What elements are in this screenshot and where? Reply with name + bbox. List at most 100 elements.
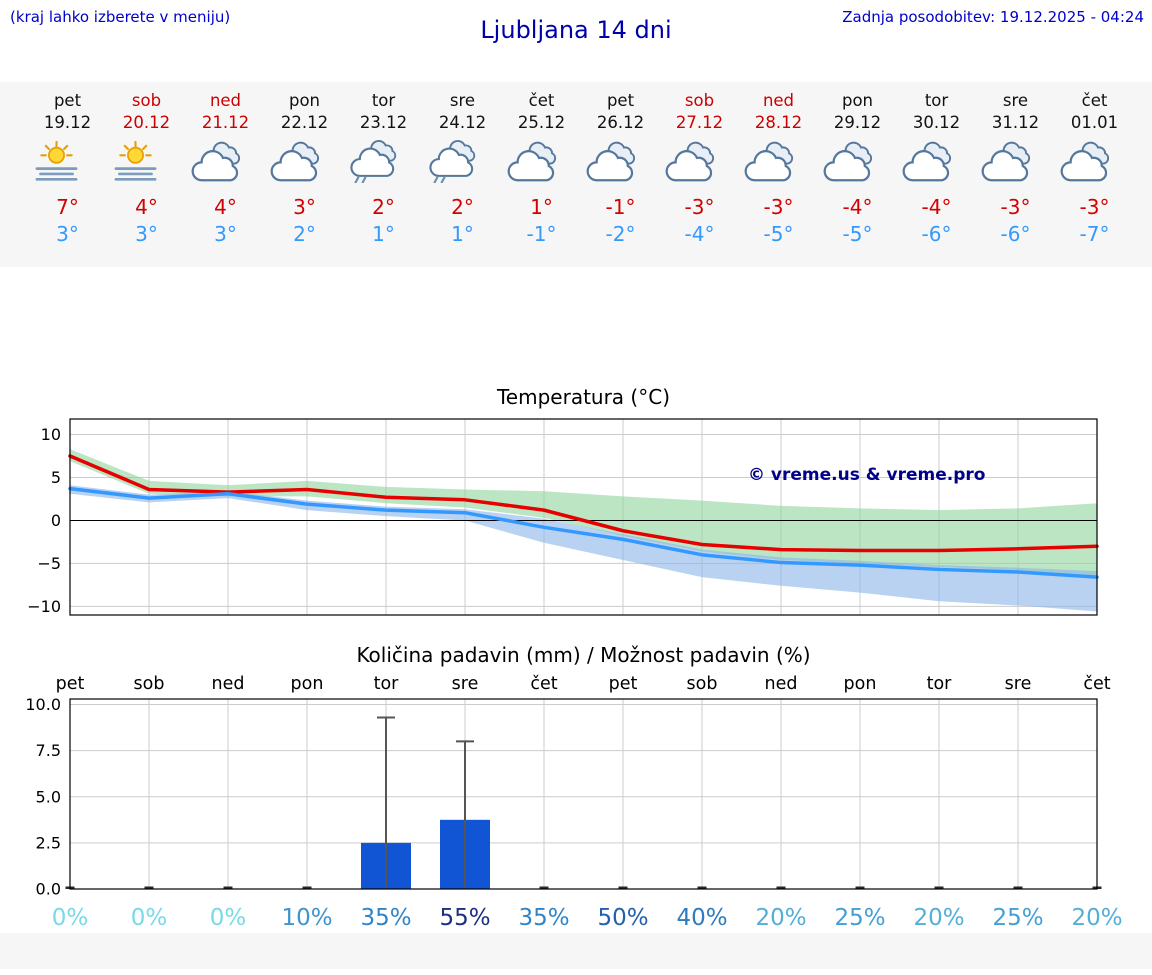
temp-low: -5° — [763, 222, 794, 246]
temp-high: 3° — [293, 195, 316, 219]
svg-text:10.0: 10.0 — [25, 695, 61, 714]
precipitation-chart-block: Količina padavin (mm) / Možnost padavin … — [0, 643, 1152, 933]
temperature-chart-block: Temperatura (°C) −10 −5 0 5 10 © vreme.us & … — [0, 385, 1152, 621]
forecast-day: pon 22.12 3° 2° — [265, 90, 344, 267]
svg-text:10%: 10% — [281, 905, 332, 931]
day-name: tor — [371, 91, 396, 110]
svg-text:0%: 0% — [210, 905, 247, 931]
forecast-day: pet 26.12 -1° -2° — [581, 90, 660, 267]
day-name: sob — [131, 91, 162, 110]
svg-text:ned: ned — [765, 674, 798, 694]
forecast-day: sob 20.12 4° 3° — [107, 90, 186, 267]
day-date: 20.12 — [122, 113, 171, 132]
temp-high: 7° — [56, 195, 79, 219]
svg-text:pon: pon — [844, 674, 877, 694]
day-name: sre — [449, 91, 476, 110]
cloudy-icon — [739, 134, 818, 184]
temp-low: 3° — [214, 222, 237, 246]
cloudy-icon — [1055, 134, 1134, 184]
sun-fog-icon — [107, 134, 186, 184]
svg-text:55%: 55% — [439, 905, 490, 931]
svg-text:tor: tor — [927, 674, 953, 694]
menu-hint: (kraj lahko izberete v meniju) — [10, 8, 231, 26]
day-date: 19.12 — [43, 113, 92, 132]
forecast-day: sre 31.12 -3° -6° — [976, 90, 1055, 267]
temp-low: 1° — [451, 222, 474, 246]
precipitation-chart: pet sob ned pon tor sre čet pet sob ned pon tor sre č… — [25, 674, 1122, 931]
temp-low: -6° — [921, 222, 952, 246]
cloudy-icon — [818, 134, 897, 184]
watermark-link[interactable]: © vreme.us & vreme.pro — [748, 465, 986, 485]
cloudy-icon — [502, 134, 581, 184]
sun-fog-icon — [28, 134, 107, 184]
day-name: ned — [762, 91, 795, 110]
page-title: Ljubljana 14 dni — [480, 16, 672, 44]
temp-high: 4° — [135, 195, 158, 219]
temp-high: -3° — [763, 195, 794, 219]
forecast-day: pet 19.12 7° 3° — [28, 90, 107, 267]
day-name: pet — [53, 91, 82, 110]
day-date: 24.12 — [438, 113, 487, 132]
svg-text:pon: pon — [291, 674, 324, 694]
day-date: 27.12 — [675, 113, 724, 132]
charts-section: Temperatura (°C) −10 −5 0 5 10 © vreme.us & … — [0, 385, 1152, 933]
forecast-day: tor 30.12 -4° -6° — [897, 90, 976, 267]
svg-text:5: 5 — [51, 468, 61, 487]
temp-high: -3° — [1079, 195, 1110, 219]
svg-text:pet: pet — [609, 674, 638, 694]
footer-strip — [0, 933, 1152, 969]
temp-high: -4° — [921, 195, 952, 219]
svg-text:pet: pet — [56, 674, 85, 694]
svg-text:−5: −5 — [37, 554, 61, 573]
svg-text:sre: sre — [452, 674, 479, 694]
day-date: 25.12 — [517, 113, 566, 132]
forecast-day: ned 28.12 -3° -5° — [739, 90, 818, 267]
forecast-day: čet 25.12 1° -1° — [502, 90, 581, 267]
temp-high: 2° — [451, 195, 474, 219]
svg-text:20%: 20% — [1071, 905, 1122, 931]
day-name: sre — [1002, 91, 1029, 110]
precipitation-chart-title: Količina padavin (mm) / Možnost padavin … — [356, 643, 811, 667]
svg-text:−10: −10 — [27, 597, 61, 616]
svg-text:0: 0 — [51, 511, 61, 530]
last-update: Zadnja posodobitev: 19.12.2025 - 04:24 — [842, 8, 1144, 26]
cloudy-icon — [976, 134, 1055, 184]
temp-low: -6° — [1000, 222, 1031, 246]
temperature-chart: −10 −5 0 5 10 — [27, 418, 1099, 616]
day-date: 30.12 — [912, 113, 961, 132]
temp-low: -4° — [684, 222, 715, 246]
forecast-day: ned 21.12 4° 3° — [186, 90, 265, 267]
forecast-day: tor 23.12 2° 1° — [344, 90, 423, 267]
day-name: pon — [841, 91, 874, 110]
svg-text:0%: 0% — [131, 905, 168, 931]
forecast-day: pon 29.12 -4° -5° — [818, 90, 897, 267]
svg-text:sob: sob — [687, 674, 718, 694]
svg-text:tor: tor — [374, 674, 400, 694]
temp-low: -7° — [1079, 222, 1110, 246]
svg-text:25%: 25% — [992, 905, 1043, 931]
svg-text:5.0: 5.0 — [36, 787, 61, 806]
svg-text:čet: čet — [530, 674, 557, 694]
cloudy-icon — [897, 134, 976, 184]
day-name: čet — [1081, 91, 1108, 110]
day-name: tor — [924, 91, 949, 110]
svg-text:20%: 20% — [755, 905, 806, 931]
cloudy-drizzle-icon — [344, 134, 423, 184]
temp-low: -1° — [526, 222, 557, 246]
temp-high: 4° — [214, 195, 237, 219]
cloudy-icon — [660, 134, 739, 184]
day-date: 23.12 — [359, 113, 408, 132]
temp-low: 3° — [135, 222, 158, 246]
cloudy-icon — [581, 134, 660, 184]
temp-high: -3° — [684, 195, 715, 219]
cloudy-icon — [265, 134, 344, 184]
temp-high: 1° — [530, 195, 553, 219]
svg-text:25%: 25% — [834, 905, 885, 931]
day-date: 21.12 — [201, 113, 250, 132]
svg-text:40%: 40% — [676, 905, 727, 931]
day-name: čet — [528, 91, 555, 110]
temp-high: 2° — [372, 195, 395, 219]
svg-text:50%: 50% — [597, 905, 648, 931]
svg-text:20%: 20% — [913, 905, 964, 931]
temp-low: 2° — [293, 222, 316, 246]
